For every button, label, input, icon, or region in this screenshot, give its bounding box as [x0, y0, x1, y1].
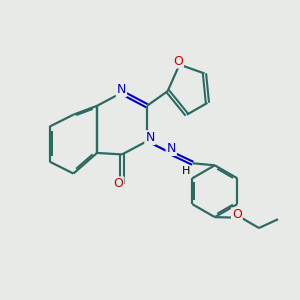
Text: O: O	[114, 177, 123, 190]
Text: O: O	[232, 208, 242, 221]
Text: N: N	[117, 83, 126, 96]
Text: N: N	[167, 142, 176, 155]
Text: N: N	[145, 131, 155, 144]
Text: H: H	[182, 167, 190, 176]
Text: O: O	[173, 55, 183, 68]
